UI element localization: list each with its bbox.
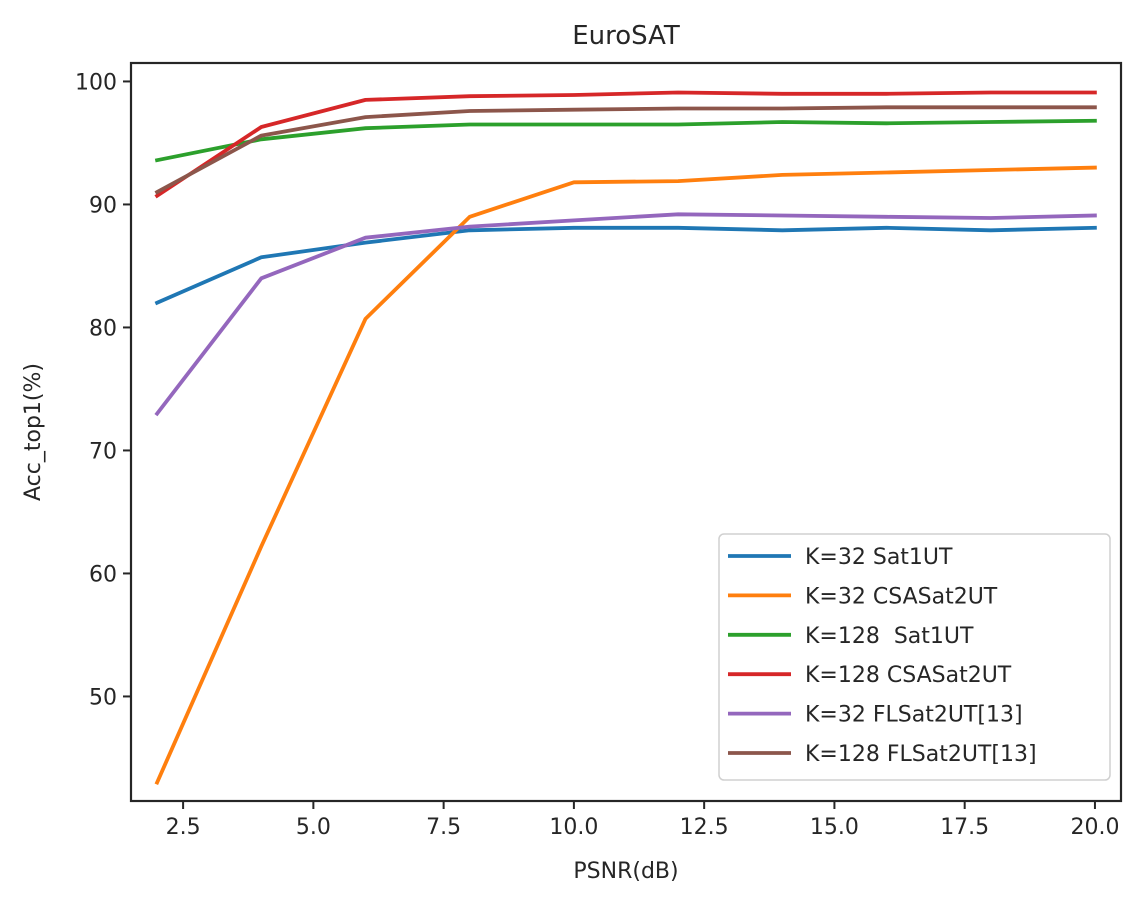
y-tick-label: 100: [75, 70, 117, 95]
series-layer: [154, 90, 1097, 786]
x-axis-label: PSNR(dB): [573, 859, 678, 884]
y-tick-label: 60: [89, 562, 117, 587]
chart-title: EuroSAT: [572, 21, 680, 51]
x-tick-label: 7.5: [426, 815, 461, 840]
y-axis-ticks: 50 60 70 80 90 100: [75, 70, 131, 710]
legend-label-4: K=128 CSASat2UT: [805, 663, 1012, 688]
y-tick-label: 80: [89, 316, 117, 341]
y-tick-label: 90: [89, 193, 117, 218]
y-tick-label: 50: [89, 685, 117, 710]
legend-label-2: K=32 CSASat2UT: [805, 584, 998, 609]
x-tick-label: 12.5: [680, 815, 729, 840]
series-line-6: [154, 105, 1097, 195]
legend-box: [718, 533, 1111, 781]
x-tick-label: 15.0: [810, 815, 859, 840]
series-line-4: [154, 90, 1097, 199]
axes-frame: [129, 61, 1123, 803]
legend-label-6: K=128 FLSat2UT[13]: [805, 742, 1037, 767]
legend-label-5: K=32 FLSat2UT[13]: [805, 703, 1023, 728]
legend-label-1: K=32 Sat1UT: [805, 545, 953, 570]
x-tick-label: 20.0: [1070, 815, 1119, 840]
x-tick-label: 17.5: [940, 815, 989, 840]
y-tick-label: 70: [89, 439, 117, 464]
series-line-1: [154, 225, 1097, 306]
x-axis-ticks: 2.5 5.0 7.5 10.0 12.5 15.0 17.5 20.0: [166, 801, 1119, 840]
x-tick-label: 2.5: [166, 815, 201, 840]
y-axis-label: Acc_top1(%): [21, 363, 46, 501]
legend: K=32 Sat1UT K=32 CSASat2UT K=128 Sat1UT K=1…: [718, 533, 1111, 781]
legend-label-3: K=128 Sat1UT: [805, 624, 974, 649]
series-line-3: [154, 118, 1097, 163]
series-line-2: [154, 165, 1097, 786]
series-line-5: [154, 212, 1097, 417]
x-tick-label: 5.0: [296, 815, 331, 840]
x-tick-label: 10.0: [549, 815, 598, 840]
